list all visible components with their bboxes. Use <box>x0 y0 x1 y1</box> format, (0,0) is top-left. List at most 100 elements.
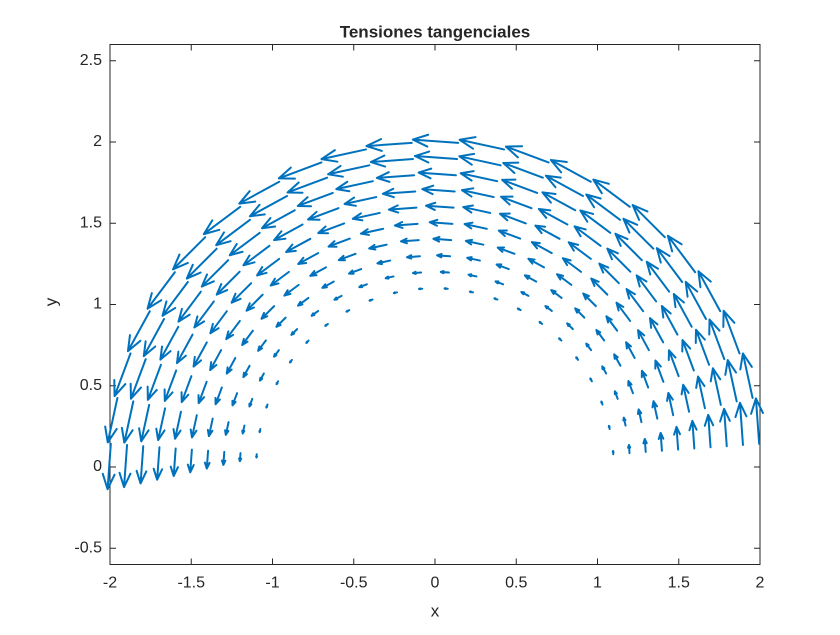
arrow <box>708 318 726 361</box>
arrow <box>261 209 296 230</box>
arrow <box>600 400 604 406</box>
arrow <box>530 241 553 255</box>
arrow <box>592 178 631 208</box>
arrow <box>126 310 151 353</box>
arrow <box>606 247 632 273</box>
y-tick-label: 0.5 <box>80 377 102 394</box>
arrow <box>538 320 544 325</box>
arrow <box>224 421 230 436</box>
arrow <box>750 397 764 445</box>
arrow <box>129 358 147 400</box>
arrow <box>297 252 320 265</box>
arrow <box>502 161 544 179</box>
x-tick-label: -0.5 <box>340 575 368 592</box>
y-axis-label: y <box>41 297 60 306</box>
arrow <box>189 414 198 439</box>
arrow <box>495 263 510 271</box>
x-tick-label: -1 <box>265 575 279 592</box>
arrow <box>365 138 413 152</box>
arrow <box>636 408 643 424</box>
arrow <box>462 204 492 214</box>
arrow <box>359 227 385 236</box>
arrow <box>657 431 665 452</box>
arrow <box>197 380 208 405</box>
arrow <box>172 236 207 271</box>
x-tick-label: 1 <box>593 575 602 592</box>
arrow <box>248 195 289 218</box>
arrow <box>697 270 722 313</box>
arrow <box>625 341 636 359</box>
arrow <box>722 309 741 355</box>
arrow <box>614 232 643 262</box>
arrow <box>310 309 320 317</box>
arrow <box>101 442 116 491</box>
arrow <box>558 337 563 342</box>
y-tick-label: 2.5 <box>80 52 102 69</box>
arrow <box>537 207 569 226</box>
arrow <box>155 407 167 442</box>
arrow <box>387 204 418 214</box>
arrow <box>343 196 378 207</box>
arrow <box>348 268 363 275</box>
arrow <box>688 419 698 450</box>
arrow <box>231 392 239 407</box>
arrow <box>595 328 606 342</box>
arrow <box>375 171 416 183</box>
arrow <box>411 270 423 275</box>
arrow <box>138 403 151 443</box>
arrow <box>458 152 502 167</box>
y-tick-label: 1.5 <box>80 214 102 231</box>
x-tick-label: 0.5 <box>505 575 527 592</box>
arrow <box>631 204 666 239</box>
arrow <box>169 447 179 478</box>
arrow <box>520 290 530 297</box>
arrow <box>585 342 593 352</box>
arrow <box>460 187 495 199</box>
arrow <box>627 380 634 395</box>
x-tick-label: 2 <box>756 575 765 592</box>
arrow <box>275 380 280 386</box>
arrow <box>582 292 597 308</box>
arrow <box>142 318 166 358</box>
arrow <box>654 359 665 383</box>
arrow <box>417 167 457 180</box>
arrow <box>666 391 675 417</box>
arrow <box>439 270 450 275</box>
arrow <box>376 259 392 266</box>
arrow <box>680 383 691 413</box>
arrow <box>605 315 619 332</box>
arrow <box>333 294 343 301</box>
arrow <box>544 305 553 312</box>
arrow <box>464 238 485 246</box>
arrow <box>549 158 592 183</box>
arrow <box>238 180 281 205</box>
arrow <box>393 221 419 229</box>
arrow <box>523 274 538 283</box>
arrow <box>135 445 148 485</box>
arrow <box>335 180 374 193</box>
arrow <box>113 352 132 398</box>
x-axis-label: x <box>431 601 440 620</box>
arrow <box>146 363 162 401</box>
arrow <box>185 247 218 280</box>
arrow <box>277 161 323 180</box>
arrow <box>672 293 693 328</box>
arrow <box>202 205 242 236</box>
arrow <box>399 237 420 245</box>
x-tick-label: -2 <box>103 575 117 592</box>
arrow <box>703 413 715 449</box>
arrow <box>384 275 395 280</box>
arrow <box>320 148 367 163</box>
arrow <box>324 322 329 327</box>
arrow <box>327 164 371 178</box>
arrow <box>255 453 258 459</box>
arrow <box>534 224 561 240</box>
arrow <box>579 209 612 234</box>
arrow <box>695 375 706 410</box>
arrow <box>739 352 754 399</box>
arrow <box>248 397 254 408</box>
arrow <box>544 174 584 198</box>
arrow <box>327 237 351 248</box>
arrow <box>175 333 194 365</box>
